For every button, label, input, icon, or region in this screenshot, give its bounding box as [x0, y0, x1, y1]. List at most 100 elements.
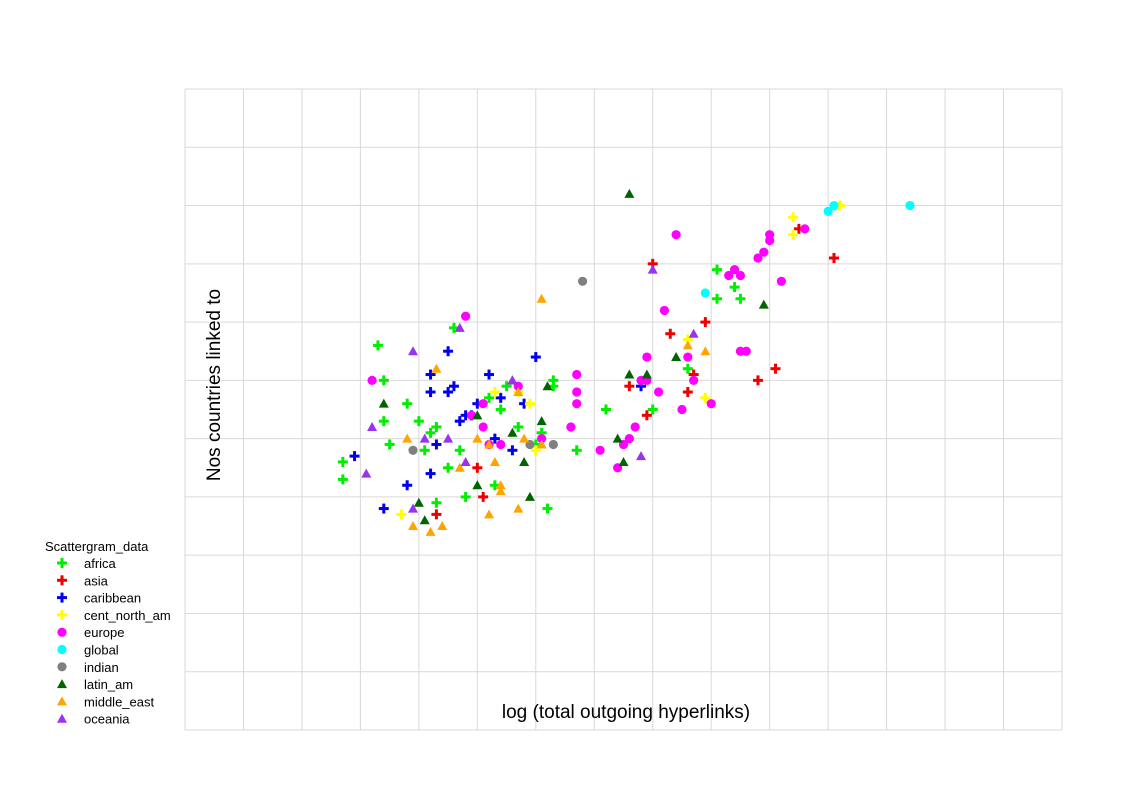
data-point-africa: [647, 404, 658, 415]
data-point-africa: [571, 445, 582, 456]
data-point-africa: [402, 398, 413, 409]
data-point-asia: [828, 252, 839, 263]
data-point-middle_east: [489, 456, 500, 466]
data-point-latin_am: [618, 456, 629, 466]
data-point-oceania: [419, 433, 430, 443]
data-point-cent_north_am: [788, 212, 799, 223]
data-point-indian: [548, 439, 558, 450]
x-axis-label: log (total outgoing hyperlinks): [502, 702, 750, 723]
legend-marker-oceania: [57, 713, 67, 723]
legend-marker-africa: [57, 558, 67, 568]
data-point-latin_am: [624, 188, 635, 198]
legend-marker-latin_am: [57, 679, 67, 689]
data-point-caribbean: [443, 387, 454, 398]
data-point-latin_am: [641, 369, 652, 379]
legend-title: Scattergram_data: [45, 539, 149, 554]
legend-label-indian: indian: [84, 660, 119, 675]
data-point-global: [829, 200, 839, 211]
data-point-africa: [542, 503, 553, 514]
data-point-europe: [683, 352, 693, 362]
data-point-middle_east: [700, 346, 711, 356]
data-point-europe: [478, 399, 488, 409]
data-point-asia: [752, 375, 763, 386]
data-point-africa: [413, 416, 424, 427]
data-point-africa: [495, 404, 506, 415]
data-point-asia: [770, 363, 781, 374]
data-point-caribbean: [425, 387, 436, 398]
data-point-europe: [753, 253, 763, 263]
data-point-africa: [378, 375, 389, 386]
data-point-global: [700, 288, 710, 298]
legend-marker-cent_north_am: [57, 609, 67, 620]
data-point-europe: [724, 270, 734, 281]
data-point-latin_am: [624, 369, 635, 379]
data-point-europe: [496, 439, 506, 450]
data-point-oceania: [443, 433, 454, 443]
data-point-africa: [337, 456, 348, 467]
data-point-africa: [600, 404, 611, 415]
data-point-caribbean: [448, 381, 459, 392]
data-point-cent_north_am: [489, 387, 500, 398]
legend-label-africa: africa: [84, 556, 117, 571]
data-point-middle_east: [513, 503, 524, 513]
data-point-latin_am: [612, 433, 623, 443]
data-point-africa: [548, 375, 559, 386]
legend-marker-asia: [57, 575, 67, 586]
data-point-asia: [478, 491, 489, 502]
data-point-europe: [659, 305, 670, 316]
data-point-europe: [776, 276, 786, 286]
data-point-africa: [484, 392, 495, 403]
data-point-latin_am: [472, 410, 483, 420]
data-point-africa: [419, 445, 430, 456]
data-point-africa: [513, 421, 524, 432]
data-point-africa: [735, 293, 746, 304]
data-point-europe: [677, 404, 687, 415]
data-point-europe: [566, 422, 576, 432]
legend-label-global: global: [84, 643, 119, 658]
data-point-caribbean: [507, 445, 518, 456]
data-point-middle_east: [682, 340, 693, 350]
data-point-asia: [665, 328, 676, 339]
data-point-asia: [624, 381, 635, 392]
data-point-oceania: [454, 322, 465, 332]
data-point-middle_east: [495, 486, 506, 496]
data-point-asia: [472, 462, 483, 473]
data-point-latin_am: [542, 381, 553, 391]
data-point-europe: [572, 387, 582, 397]
data-point-cent_north_am: [700, 392, 711, 403]
data-point-middle_east: [431, 363, 442, 373]
data-point-asia: [682, 387, 693, 398]
data-point-middle_east: [484, 509, 495, 519]
data-point-africa: [337, 474, 348, 485]
data-point-africa: [372, 340, 383, 351]
data-point-caribbean: [425, 468, 436, 479]
legend-label-europe: europe: [84, 625, 124, 640]
data-point-europe: [367, 375, 377, 385]
grid-lines: [184, 88, 1063, 731]
data-point-latin_am: [524, 491, 535, 501]
data-point-europe: [624, 434, 634, 444]
data-point-cent_north_am: [788, 229, 799, 240]
data-point-middle_east: [513, 387, 524, 397]
data-point-caribbean: [402, 480, 413, 491]
data-point-africa: [431, 421, 442, 432]
legend-label-oceania: oceania: [84, 712, 130, 727]
data-point-latin_am: [536, 416, 547, 426]
legend: Scattergram_data africa asia caribbean cent…: [45, 539, 171, 727]
legend-label-middle_east: middle_east: [84, 694, 154, 709]
data-point-middle_east: [408, 521, 419, 531]
data-point-latin_am: [519, 456, 530, 466]
data-point-latin_am: [671, 352, 682, 362]
data-point-middle_east: [536, 439, 547, 449]
data-point-africa: [712, 293, 723, 304]
data-point-africa: [425, 427, 436, 438]
data-point-europe: [461, 311, 471, 321]
data-point-europe: [741, 346, 751, 356]
data-point-cent_north_am: [530, 445, 541, 456]
data-point-oceania: [367, 421, 378, 431]
data-point-europe: [642, 352, 652, 362]
data-point-latin_am: [378, 398, 389, 408]
data-point-cent_north_am: [524, 398, 535, 409]
